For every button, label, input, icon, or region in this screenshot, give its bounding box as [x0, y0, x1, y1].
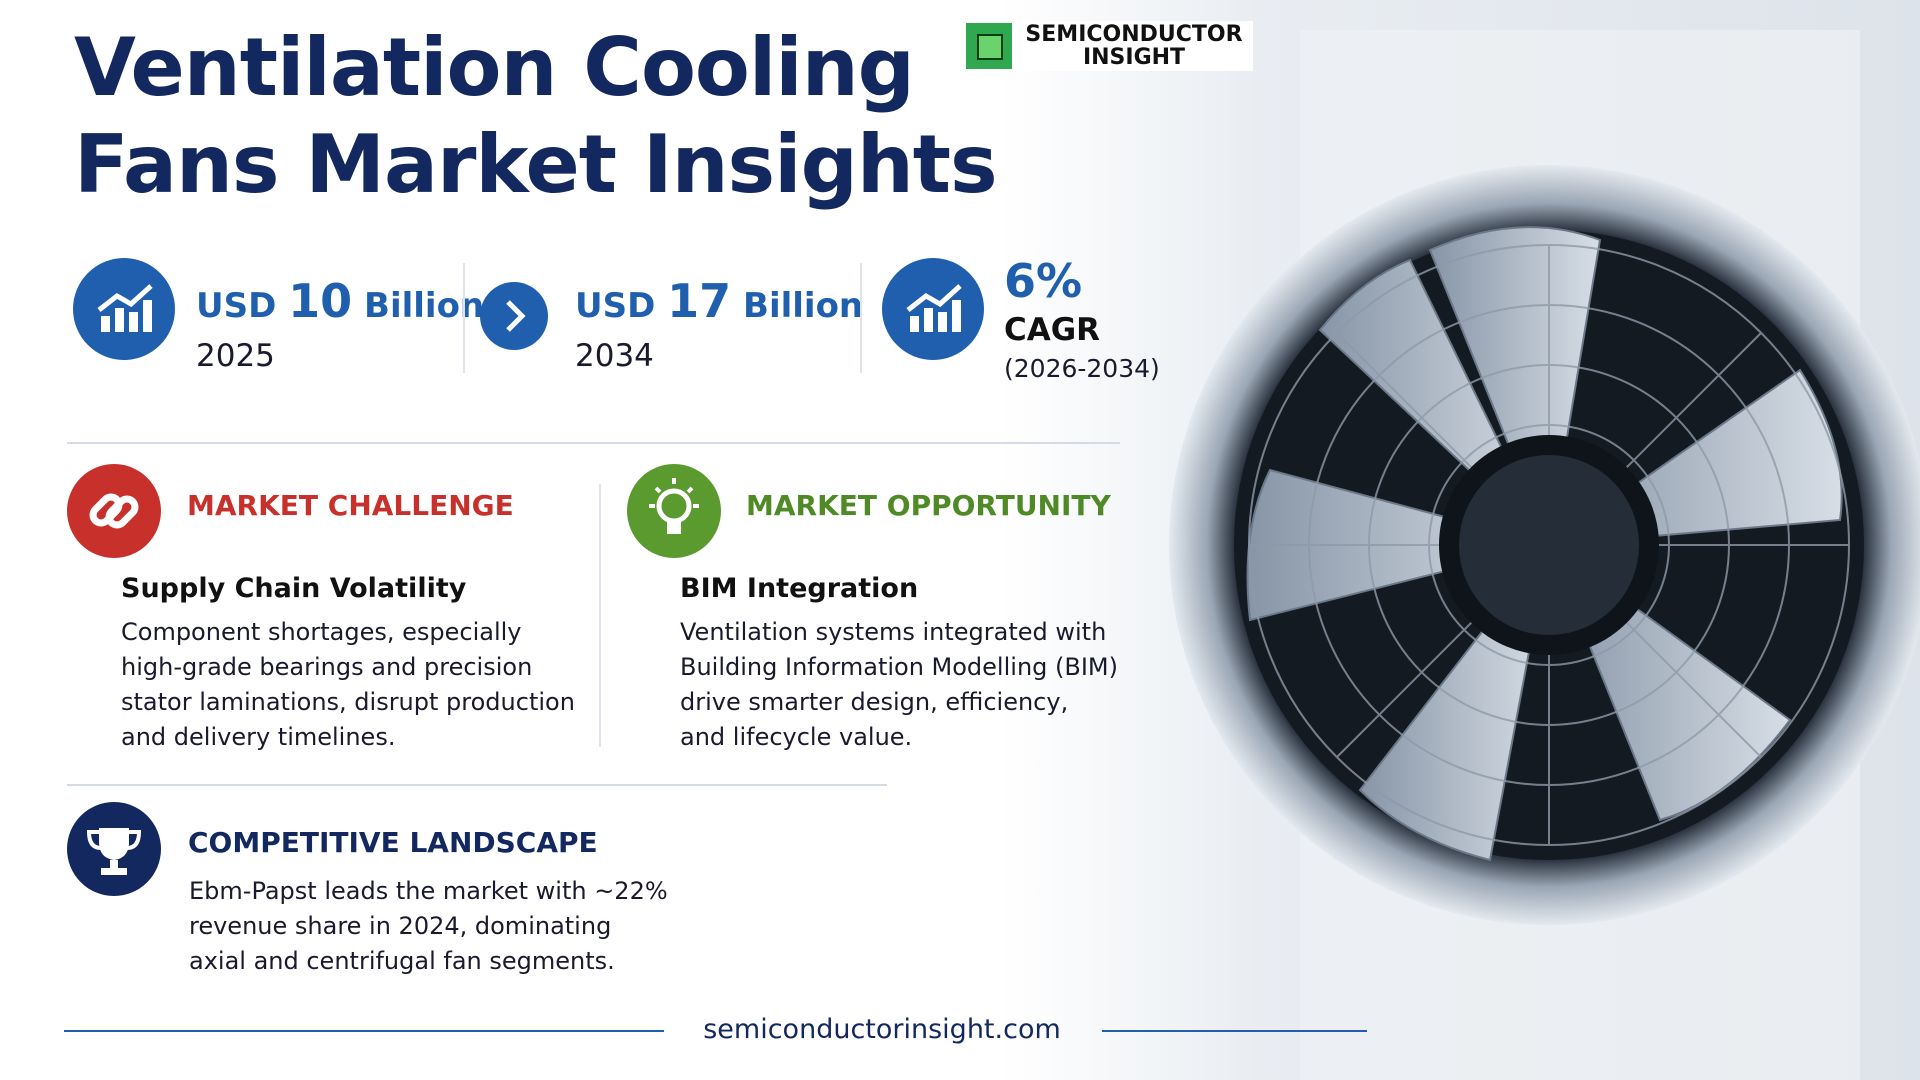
body-line: stator laminations, disrupt production: [121, 688, 575, 716]
body-line: Component shortages, especially: [121, 618, 522, 646]
stat-amount: 17: [667, 274, 732, 328]
stat-unit: Billion: [743, 286, 864, 326]
stat-prefix: USD: [575, 286, 656, 326]
logo-line: INSIGHT: [1082, 45, 1186, 70]
body-line: Building Information Modelling (BIM): [680, 653, 1118, 681]
fan-illustration: [1000, 0, 1920, 1080]
stat-year: 2034: [575, 338, 654, 374]
body-line: and delivery timelines.: [121, 723, 396, 751]
divider: [860, 263, 862, 373]
arrow-icon: [480, 282, 548, 350]
body-line: axial and centrifugal fan segments.: [189, 947, 615, 975]
stat-year: 2025: [196, 338, 275, 374]
growth-icon: [882, 258, 984, 360]
section-label: COMPETITIVE LANDSCAPE: [188, 826, 598, 859]
title-line: Fans Market Insights: [74, 118, 998, 211]
section-label: MARKET CHALLENGE: [187, 489, 514, 522]
logo-line: SEMICONDUCTOR: [1025, 22, 1243, 47]
stat-value: USD 17 Billion: [575, 278, 863, 324]
separator: [67, 442, 1120, 444]
trophy-icon: [67, 802, 161, 896]
footer-url: semiconductorinsight.com: [703, 1014, 1061, 1045]
challenge-icon: [67, 464, 161, 558]
divider: [463, 263, 465, 373]
body-line: revenue share in 2024, dominating: [189, 912, 612, 940]
section-heading: BIM Integration: [680, 573, 919, 604]
footer-rule: [64, 1030, 664, 1032]
body-line: Ebm-Papst leads the market with ~22%: [189, 877, 668, 905]
separator: [67, 784, 887, 786]
footer-rule: [1102, 1030, 1367, 1032]
section-heading: Supply Chain Volatility: [121, 573, 467, 604]
logo-text: SEMICONDUCTOR INSIGHT: [1018, 23, 1250, 69]
cagr-value: 6%: [1004, 254, 1083, 308]
body-line: drive smarter design, efficiency,: [680, 688, 1069, 716]
cagr-period: (2026-2034): [1004, 354, 1160, 383]
body-line: and lifecycle value.: [680, 723, 913, 751]
stat-prefix: USD: [196, 286, 277, 326]
stat-amount: 10: [288, 274, 353, 328]
divider: [599, 484, 601, 747]
logo-icon: [966, 23, 1012, 69]
body-line: high-grade bearings and precision: [121, 653, 533, 681]
section-label: MARKET OPPORTUNITY: [746, 489, 1111, 522]
logo: SEMICONDUCTOR INSIGHT: [964, 21, 1253, 71]
title-line: Ventilation Cooling: [74, 21, 915, 114]
cagr-label: CAGR: [1004, 312, 1101, 348]
body-line: Ventilation systems integrated with: [680, 618, 1107, 646]
opportunity-icon: [627, 464, 721, 558]
growth-icon: [73, 258, 175, 360]
stat-unit: Billion: [364, 286, 485, 326]
stat-value: USD 10 Billion: [196, 278, 484, 324]
